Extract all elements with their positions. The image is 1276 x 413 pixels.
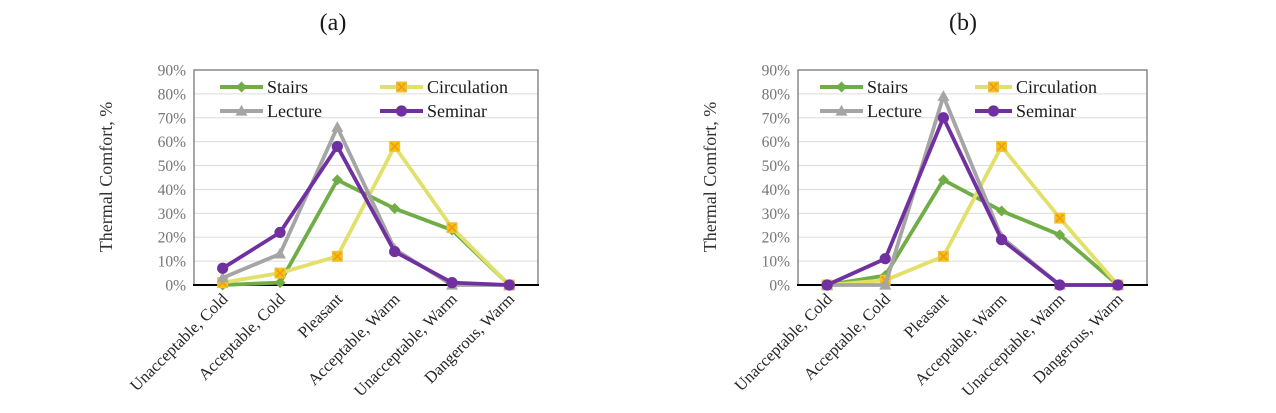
series-circulation	[217, 140, 515, 291]
y-tick-label: 20%	[762, 230, 791, 247]
legend-label: Seminar	[1016, 101, 1076, 121]
marker-square-x	[389, 140, 401, 152]
series-seminar	[821, 112, 1124, 291]
y-tick-label: 0%	[165, 278, 186, 295]
legend-label: Circulation	[1016, 77, 1097, 97]
marker-triangle	[937, 90, 950, 101]
marker-circle	[274, 226, 286, 239]
marker-triangle	[274, 247, 286, 259]
legend-square-x-icon	[396, 81, 407, 93]
marker-square-x	[446, 222, 458, 234]
legend-item-seminar: Seminar	[380, 101, 487, 121]
x-category-label: Pleasant	[900, 289, 953, 342]
marker-circle	[1112, 279, 1124, 291]
marker-circle	[937, 112, 950, 124]
y-tick-label: 40%	[762, 182, 791, 199]
marker-square-x	[937, 250, 949, 262]
marker-diamond	[937, 174, 949, 186]
legend-item-stairs: Stairs	[220, 77, 308, 97]
legend-label: Lecture	[267, 101, 322, 121]
legend-square-x-icon	[988, 81, 999, 93]
x-category-label: Pleasant	[294, 289, 347, 342]
y-tick-label: 50%	[762, 158, 791, 175]
legend-diamond-icon	[236, 81, 247, 93]
x-category-label: Unacceptable, Cold	[730, 289, 836, 395]
chart-panel-a: 90%80%70%60%50%40%30%20%10%0%Unacceptabl…	[126, 63, 539, 400]
legend-circle-icon	[395, 105, 408, 117]
y-tick-label: 50%	[158, 158, 187, 175]
y-tick-label: 90%	[158, 63, 187, 80]
legend-item-circulation: Circulation	[975, 77, 1097, 97]
legend-item-lecture: Lecture	[820, 101, 922, 121]
legend: Stairs Circulation Lecture Seminar	[220, 77, 508, 121]
marker-diamond	[389, 203, 401, 215]
marker-circle	[503, 279, 515, 291]
marker-triangle	[216, 271, 229, 283]
y-tick-label: 70%	[158, 110, 187, 127]
legend-label: Stairs	[867, 77, 908, 97]
y-tick-label: 80%	[762, 86, 791, 103]
legend-circle-icon	[987, 105, 1000, 117]
marker-circle	[446, 277, 458, 289]
y-tick-label: 40%	[158, 182, 187, 199]
y-tick-label: 30%	[762, 206, 791, 223]
legend-item-seminar: Seminar	[975, 101, 1076, 121]
marker-circle	[217, 262, 229, 274]
y-tick-label: 10%	[158, 254, 187, 271]
marker-square-x	[331, 250, 343, 262]
y-tick-label: 60%	[158, 134, 187, 151]
legend-label: Lecture	[867, 101, 922, 121]
y-tick-label: 80%	[158, 86, 187, 103]
legend-diamond-icon	[836, 81, 847, 93]
series-seminar	[217, 140, 515, 291]
series-seminar-line	[220, 144, 512, 287]
marker-square-x	[1054, 212, 1066, 224]
legend-triangle-icon	[235, 104, 248, 116]
marker-circle	[995, 234, 1008, 246]
y-tick-label: 10%	[762, 254, 791, 271]
y-tick-label: 90%	[762, 63, 791, 80]
x-category-label: Unacceptable, Cold	[126, 289, 232, 395]
series-stairs-line	[825, 177, 1120, 287]
marker-circle	[331, 140, 343, 153]
series-lecture-line	[825, 94, 1120, 287]
legend-item-circulation: Circulation	[380, 77, 508, 97]
series-circulation-line	[825, 144, 1120, 287]
marker-triangle	[331, 121, 344, 132]
legend-label: Stairs	[267, 77, 308, 97]
marker-circle	[389, 245, 401, 258]
chart-a-title: (a)	[319, 10, 347, 36]
y-tick-label: 30%	[158, 206, 187, 223]
marker-diamond	[1054, 229, 1066, 241]
legend-label: Circulation	[427, 77, 508, 97]
marker-circle	[821, 279, 833, 291]
series-seminar-line	[825, 115, 1120, 287]
marker-diamond	[274, 277, 286, 289]
marker-diamond	[996, 205, 1008, 217]
legend-triangle-icon	[835, 104, 848, 116]
series-stairs	[821, 174, 1124, 291]
y-tick-label: 20%	[158, 230, 187, 247]
marker-square-x	[996, 140, 1008, 152]
x-category-label: Unacceptable, Warm	[958, 289, 1069, 400]
legend-item-stairs: Stairs	[820, 77, 908, 97]
series-circulation-line	[220, 144, 512, 287]
marker-circle	[879, 253, 891, 265]
y-tick-label: 70%	[762, 110, 791, 127]
chart-panel-b: 90%80%70%60%50%40%30%20%10%0%Unacceptabl…	[730, 63, 1148, 400]
series-lecture-line	[220, 125, 512, 287]
x-category-label: Unacceptable, Warm	[350, 289, 461, 400]
marker-circle	[1054, 279, 1066, 291]
legend-item-lecture: Lecture	[220, 101, 322, 121]
marker-triangle	[879, 278, 892, 290]
y-tick-label: 60%	[762, 134, 791, 151]
legend: Stairs Circulation Lecture Seminar	[820, 77, 1097, 121]
marker-diamond	[331, 174, 343, 186]
marker-square-x	[274, 267, 286, 279]
legend-label: Seminar	[427, 101, 487, 121]
y-tick-label: 0%	[769, 278, 790, 295]
chart-b-title: (b)	[949, 10, 977, 36]
